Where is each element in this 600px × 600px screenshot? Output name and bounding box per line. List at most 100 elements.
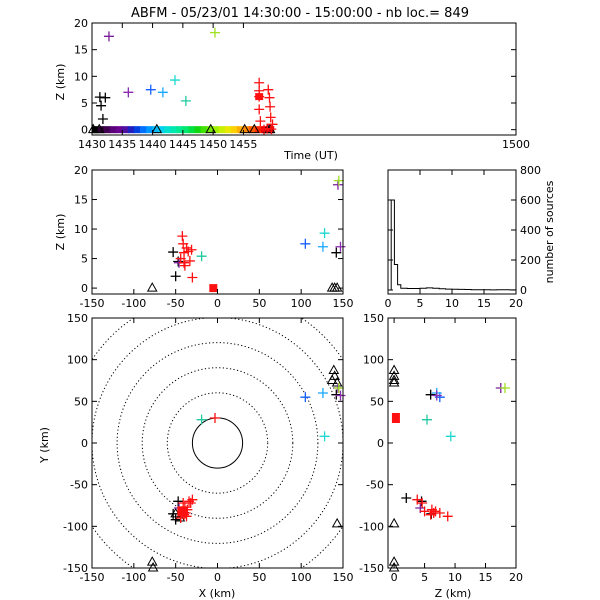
source-point: [145, 84, 156, 95]
range-ring: [92, 318, 343, 568]
source-point: [267, 119, 278, 130]
time-tick-label: 1445: [169, 138, 197, 151]
ground-station-triangle: [147, 561, 159, 572]
chart-title: ABFM - 05/23/01 14:30:00 - 15:00:00 - nb…: [131, 6, 469, 21]
range-rings: [92, 318, 343, 568]
time-color-square: [170, 126, 178, 134]
hist-x-tick-label: 0: [385, 297, 392, 310]
ground-station-triangle: [388, 561, 400, 572]
source-square: [255, 93, 264, 101]
ground-station-triangle: [388, 376, 400, 387]
z-top-tick-label: 20: [74, 17, 88, 30]
x-mid-tick-label: -150: [80, 297, 105, 310]
z-mid-tick-label: 10: [74, 223, 88, 236]
source-point: [209, 413, 220, 423]
hist-x-tick-label: 20: [509, 297, 523, 310]
source-point: [335, 390, 346, 401]
time-tick-label: 1500: [502, 138, 530, 151]
time-color-square: [249, 126, 257, 134]
ground-station-triangle: [331, 282, 343, 292]
z-axis-label-side: Z (km): [435, 587, 472, 600]
source-point: [422, 414, 433, 425]
x-height-frame: [91, 169, 344, 295]
time-color-square: [242, 126, 250, 134]
z-axis-label-middle: Z (km): [54, 214, 67, 251]
ground-station-triangle: [331, 517, 343, 528]
source-point: [319, 228, 330, 239]
z-side-tick-label: 15: [479, 571, 493, 584]
ground-station-triangle: [151, 123, 163, 134]
range-ring: [166, 392, 269, 494]
plan-frame: [91, 317, 344, 569]
time-tick-label: 1430: [78, 138, 106, 151]
y-side-tick-label: -50: [366, 479, 384, 492]
source-point: [157, 87, 168, 98]
time-color-square: [230, 126, 238, 134]
time-color-square: [176, 126, 184, 134]
source-point: [333, 383, 344, 393]
source-point: [123, 87, 134, 98]
source-point: [180, 95, 191, 106]
hist-y-tick-label: 600: [520, 194, 541, 207]
z-side-tick-label: 0: [391, 571, 398, 584]
source-point: [177, 231, 188, 242]
source-point: [335, 241, 346, 252]
time-color-square: [109, 126, 117, 134]
ground-station-triangle: [174, 511, 186, 522]
y-plan-tick-label: -150: [63, 562, 88, 575]
time-color-square: [218, 126, 226, 134]
source-point: [173, 496, 184, 507]
source-point: [331, 389, 342, 400]
time-tick-label: 1440: [139, 138, 167, 151]
time-color-square: [206, 126, 214, 134]
source-square: [177, 506, 188, 517]
z-top-tick-label: 0: [81, 124, 88, 137]
z-mid-tick-label: 15: [74, 194, 88, 207]
z-side-tick-label: 20: [509, 571, 523, 584]
source-point: [170, 514, 181, 525]
hist-y-tick-label: 200: [520, 254, 541, 267]
source-point: [266, 124, 277, 135]
z-mid-tick-label: 5: [81, 253, 88, 266]
time-color-square: [194, 126, 202, 134]
x-mid-tick-label: 50: [252, 297, 266, 310]
ground-station-triangle: [239, 123, 250, 134]
x-mid-tick-label: -100: [121, 297, 146, 310]
x-plan-tick-label: -150: [80, 571, 105, 584]
hist-x-tick-label: 15: [477, 297, 491, 310]
time-color-square: [182, 126, 190, 134]
y-plan-tick-label: -50: [70, 479, 88, 492]
source-point: [169, 75, 180, 86]
ground-station-triangle: [329, 370, 340, 380]
source-point: [265, 101, 276, 112]
ground-station-triangle: [87, 123, 99, 134]
x-height-panel: -150 -100 -50 0 50 100 150 0 5 10 15 20: [74, 164, 354, 310]
time-height-frame: [91, 22, 517, 136]
source-point: [265, 112, 276, 123]
source-point: [179, 247, 190, 258]
x-axis-label-plan: X (km): [199, 587, 236, 600]
x-mid-tick-label: 100: [291, 297, 312, 310]
source-point: [97, 114, 108, 124]
ground-station-triangle: [388, 370, 400, 380]
source-point: [187, 494, 198, 505]
z-y-frame: [387, 317, 517, 569]
hist-y-tick-label: 800: [520, 164, 541, 177]
source-point: [431, 390, 442, 401]
source-point: [332, 179, 343, 190]
time-color-square: [224, 126, 232, 134]
y-side-tick-label: -150: [359, 562, 384, 575]
hist-y-tick-label: 0: [520, 284, 527, 297]
y-side-tick-label: 100: [363, 354, 384, 367]
source-point: [419, 506, 430, 517]
histogram-frame: [387, 169, 517, 295]
time-color-square: [133, 126, 141, 134]
range-ring: [141, 367, 294, 519]
x-plan-tick-label: -50: [167, 571, 185, 584]
source-point: [442, 511, 453, 522]
source-point: [333, 175, 344, 186]
range-ring: [116, 342, 319, 544]
source-point: [417, 498, 428, 508]
time-color-square: [152, 126, 160, 134]
